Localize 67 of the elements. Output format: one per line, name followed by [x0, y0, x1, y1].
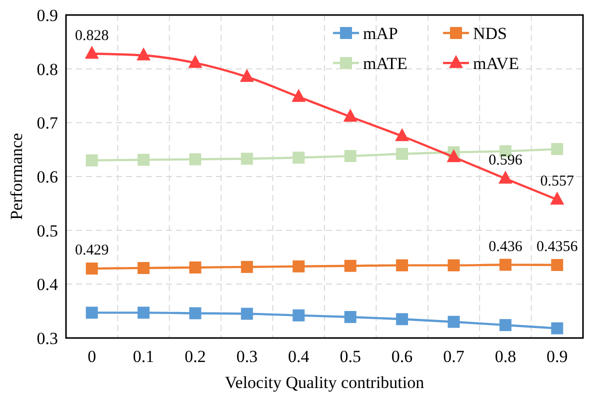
- point: [550, 192, 564, 205]
- point: [86, 306, 98, 319]
- point: [448, 316, 460, 328]
- data-label: 0.557: [540, 174, 575, 190]
- x-tick-label: 0.5: [340, 347, 361, 366]
- point: [396, 313, 408, 326]
- point: [551, 322, 564, 334]
- x-tick-label: 0.6: [391, 347, 413, 366]
- point: [551, 259, 564, 271]
- point: [344, 311, 356, 324]
- x-tick-label: 0.9: [546, 347, 568, 366]
- x-tick-label: 0: [88, 347, 96, 366]
- point: [189, 261, 202, 274]
- x-tick-label: 0.4: [288, 347, 310, 366]
- x-tick-label: 0.8: [494, 347, 516, 366]
- point: [499, 319, 512, 332]
- point: [189, 153, 202, 166]
- x-tick-label: 0.7: [443, 347, 465, 366]
- point: [189, 307, 202, 320]
- y-tick-label: 0.8: [36, 60, 58, 79]
- point: [396, 259, 408, 272]
- y-tick-label: 0.7: [36, 114, 58, 133]
- y-tick-label: 0.6: [36, 167, 58, 186]
- point: [240, 68, 254, 82]
- point: [498, 170, 512, 184]
- point: [396, 148, 408, 160]
- data-label: 0.429: [74, 242, 109, 259]
- data-label: 0.436: [488, 238, 523, 255]
- x-tick-label: 0.1: [132, 347, 154, 366]
- y-tick-label: 0.9: [36, 6, 58, 25]
- legend-label: mAVE: [473, 54, 519, 73]
- point: [86, 154, 98, 166]
- legend-label: NDS: [473, 24, 508, 43]
- y-tick-label: 0.4: [36, 275, 58, 294]
- point: [551, 143, 564, 156]
- point: [344, 150, 356, 162]
- point: [138, 262, 150, 274]
- point: [240, 152, 253, 165]
- legend-label: mAP: [363, 24, 398, 43]
- y-axis-title: Performance: [7, 133, 26, 220]
- point: [240, 308, 253, 320]
- data-label: 0.4356: [536, 239, 578, 255]
- point: [86, 262, 98, 275]
- data-label: 0.596: [488, 152, 523, 169]
- x-tick-label: 0.2: [184, 347, 206, 366]
- point: [138, 154, 150, 166]
- data-label: 0.828: [74, 28, 109, 44]
- point: [395, 128, 410, 142]
- point: [188, 54, 202, 68]
- point: [84, 46, 99, 59]
- y-tick-label: 0.3: [36, 328, 58, 348]
- point: [292, 88, 306, 102]
- point: [138, 306, 150, 319]
- y-tick-label: 0.5: [36, 221, 58, 240]
- point: [499, 258, 512, 271]
- legend-label: mATE: [363, 54, 408, 73]
- point: [446, 149, 461, 162]
- point: [136, 47, 151, 60]
- point: [292, 260, 305, 272]
- x-tick-label: 0.3: [236, 347, 258, 366]
- point: [292, 309, 305, 322]
- point: [448, 259, 460, 272]
- point: [240, 260, 253, 273]
- point: [344, 260, 356, 272]
- x-axis-title: Velocity Quality contribution: [224, 373, 425, 392]
- point: [292, 152, 305, 164]
- point: [343, 108, 358, 122]
